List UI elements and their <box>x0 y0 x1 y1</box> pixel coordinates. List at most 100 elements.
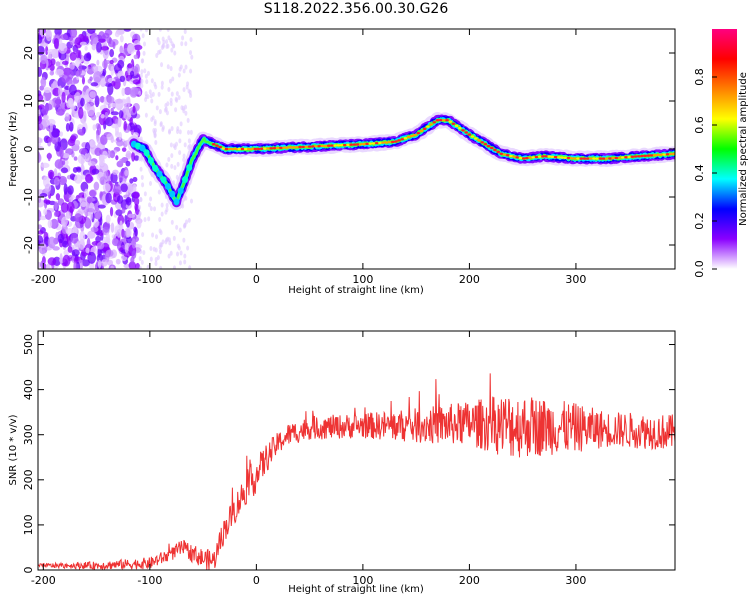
spectrogram-ridge-blob <box>143 149 150 157</box>
spectrogram-noise-dot <box>62 254 71 267</box>
spectrogram-noise-dot <box>139 29 143 32</box>
spectrogram-noise-dot <box>105 249 114 257</box>
spectrogram-noise-dot <box>79 41 87 46</box>
spectrogram-noise-dot <box>91 43 97 51</box>
spectrogram-ridge-core <box>553 155 558 159</box>
spectrogram-ridge-blob <box>173 198 180 206</box>
spectrogram-ridge-core <box>563 156 568 159</box>
spectrogram-noise-dot <box>84 45 88 51</box>
spectrogram-noise-dot <box>76 49 80 60</box>
spectrogram-ridge-core <box>489 146 494 150</box>
spectrogram-noise-dot <box>138 256 142 262</box>
spectrogram-noise-dot <box>97 38 106 43</box>
spectrogram-noise-dot <box>130 256 135 264</box>
spectrogram-noise-dot <box>132 105 136 114</box>
spectrogram-noise-dot <box>60 102 66 109</box>
spectrogram-noise-dot <box>80 201 87 207</box>
spectrogram-noise-dot <box>74 139 81 146</box>
spectrogram-noise-dot <box>54 141 62 152</box>
spectrogram-noise-dot <box>102 183 111 193</box>
spectrogram-noise-dot <box>182 153 186 159</box>
spectrogram-noise-dot <box>170 91 174 97</box>
snr-x-tick-label: 300 <box>565 574 586 587</box>
spectrogram-ridge-core <box>544 155 548 158</box>
spectrogram-ridge-core <box>352 143 357 146</box>
colorbar-ticks: 0.0 0.2 0.4 0.6 0.8 <box>693 68 717 278</box>
spectrogram-noise-dot <box>112 169 119 175</box>
spectrogram-noise-dot <box>131 249 137 259</box>
spectrogram-noise-dot <box>175 91 179 97</box>
spectrogram-noise-dot <box>42 199 51 204</box>
spectrogram-noise-dot <box>40 162 50 168</box>
snr-y-tick-label: 400 <box>22 379 35 400</box>
spectrogram-noise-dot <box>111 237 119 246</box>
spectrogram-ridge-core <box>314 145 318 148</box>
spectrogram-noise-dot <box>118 171 124 182</box>
spectrogram-ridge-core <box>406 135 411 139</box>
spectrogram-noise-dot <box>120 183 128 193</box>
spectrogram-noise-dot <box>86 237 91 250</box>
spectrogram-ridge-core <box>518 156 523 160</box>
spectrogram-noise-dot <box>165 44 169 50</box>
spectrogram-noise-dot <box>143 217 147 223</box>
snr-y-tick-label: 100 <box>22 514 35 535</box>
spectrogram-ridge-core <box>403 137 408 140</box>
spectrogram-ridge-core <box>342 143 347 147</box>
spectrogram-noise-dot <box>110 65 115 76</box>
spectrogram-ridge-core <box>573 157 577 160</box>
spectrogram-noise-dot <box>158 49 162 55</box>
spectrogram-ridge-core <box>592 157 596 160</box>
spectrogram-noise-dot <box>146 70 150 76</box>
spectrogram-ridge-core <box>333 144 337 147</box>
spectrogram-noise-dot <box>124 169 129 177</box>
spectrogram-noise-dot <box>127 43 135 55</box>
spectrogram-noise-dot <box>189 37 193 43</box>
spectrogram-noise-dot <box>184 219 188 225</box>
spectrogram-noise-dot <box>45 45 49 56</box>
spectrogram-ridge-core <box>595 157 600 160</box>
spectrogram-ridge-core <box>211 143 216 146</box>
spectrogram-ridge-core <box>330 144 334 147</box>
spectrogram-noise-dot <box>115 258 121 265</box>
spectrogram-noise-dot <box>90 226 99 233</box>
spectrogram-ridge-blob <box>177 187 184 195</box>
spectrogram-noise-dot <box>96 123 102 136</box>
spectrogram-noise-dot <box>38 145 44 151</box>
spectrogram-noise-dot <box>132 184 137 194</box>
spectrogram-noise-dot <box>59 34 69 41</box>
spectrogram-ridge-blob <box>169 190 176 198</box>
spectrogram-noise-dot <box>139 248 143 254</box>
colorbar-gradient <box>712 29 737 269</box>
spectrogram-noise-dot <box>182 157 186 163</box>
spectrogram-x-label: Height of straight line (km) <box>288 285 424 296</box>
spectrogram-ridge-core <box>224 147 229 151</box>
snr-frame <box>37 330 676 571</box>
spectrogram-ridge-core <box>317 144 322 148</box>
spectrogram-ridge-core <box>665 153 670 156</box>
spectrogram-noise-dot <box>132 132 139 137</box>
spectrogram-noise-dot <box>173 165 177 171</box>
spectrogram-noise-dot <box>51 128 60 138</box>
spectrogram-noise-dot <box>65 211 72 219</box>
spectrogram-ridge-core <box>269 147 274 150</box>
spectrogram-noise-dot <box>164 209 168 215</box>
spectrogram-ridge-core <box>636 155 641 158</box>
spectrogram-noise-dot <box>105 116 114 127</box>
spectrogram-noise-dot <box>147 216 151 222</box>
spectrogram-noise-dot <box>135 262 141 269</box>
spectrogram-noise-dot <box>123 29 132 32</box>
spectrogram-noise-dot <box>158 29 162 32</box>
spectrogram-noise-dot <box>73 156 78 161</box>
spectrogram-noise-dot <box>123 120 127 131</box>
spectrogram-ridge-blob <box>164 182 171 190</box>
spectrogram-noise-dot <box>68 121 74 132</box>
spectrogram-noise-dot <box>89 139 96 148</box>
spectrogram-ridge-core <box>400 138 405 141</box>
spectrogram-ridge-core <box>652 153 657 157</box>
spectrogram-noise-dot <box>69 29 78 38</box>
spectrogram-ridge-core <box>362 142 366 146</box>
spectrogram-noise-dot <box>86 196 92 203</box>
spectrogram-noise-dot <box>151 232 155 238</box>
spectrogram-ridge-core <box>374 141 379 145</box>
spectrogram-noise-dot <box>68 240 72 248</box>
